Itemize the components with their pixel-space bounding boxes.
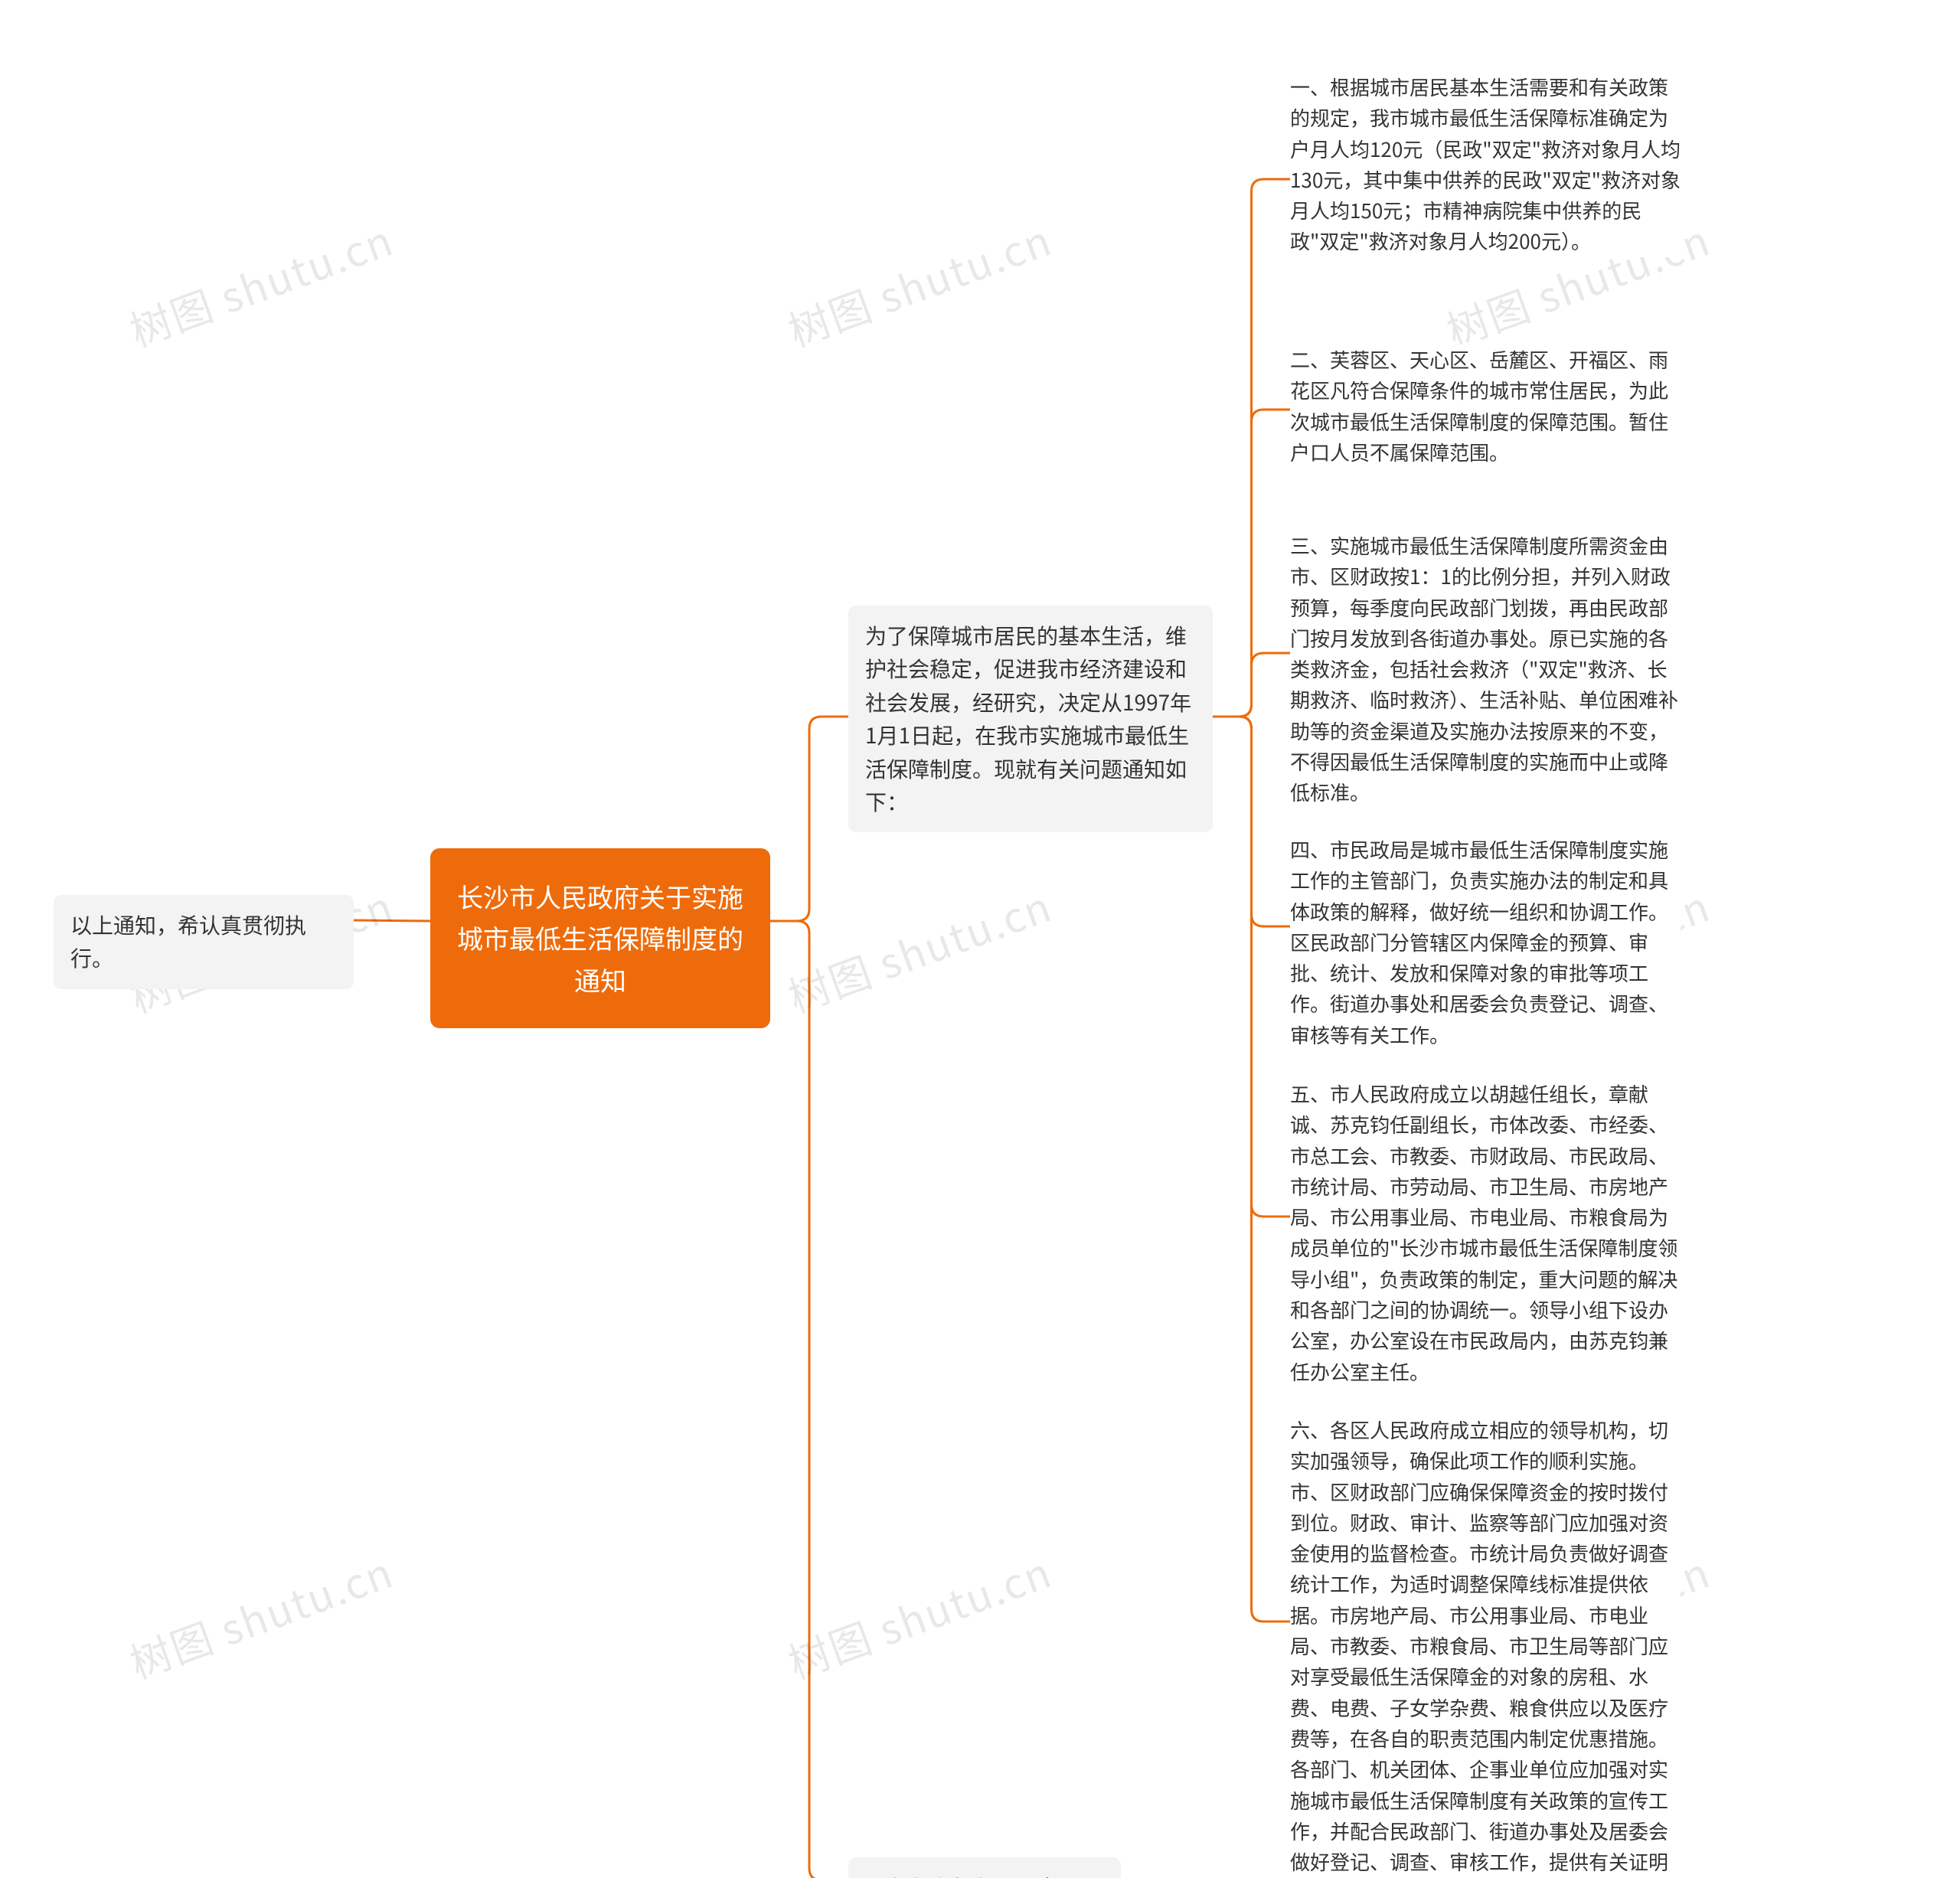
leaf-node: 五、市人民政府成立以胡越任组长，章献诚、苏克钧任副组长，市体改委、市经委、市总工… — [1290, 1079, 1681, 1387]
root-node: 长沙市人民政府关于实施城市最低生活保障制度的通知 — [430, 848, 770, 1028]
leaf-node: 二、芙蓉区、天心区、岳麓区、开福区、雨花区凡符合保障条件的城市常住居民，为此次城… — [1290, 345, 1681, 468]
branch-label: 一九九六年九月二十五日 — [865, 1872, 1101, 1878]
leaf-label: 六、各区人民政府成立相应的领导机构，切实加强领导，确保此项工作的顺利实施。市、区… — [1290, 1416, 1668, 1878]
leaf-label: 一、根据城市居民基本生活需要和有关政策的规定，我市城市最低生活保障标准确定为户月… — [1290, 73, 1681, 255]
leaf-node: 三、实施城市最低生活保障制度所需资金由市、区财政按1：1的比例分担，并列入财政预… — [1290, 531, 1681, 808]
root-label: 长沙市人民政府关于实施城市最低生活保障制度的通知 — [457, 877, 743, 998]
leaf-node: 一、根据城市居民基本生活需要和有关政策的规定，我市城市最低生活保障标准确定为户月… — [1290, 72, 1681, 257]
leaf-node: 六、各区人民政府成立相应的领导机构，切实加强领导，确保此项工作的顺利实施。市、区… — [1290, 1415, 1681, 1878]
leaf-label: 三、实施城市最低生活保障制度所需资金由市、区财政按1：1的比例分担，并列入财政预… — [1290, 531, 1678, 806]
leaf-label: 四、市民政局是城市最低生活保障制度实施工作的主管部门，负责实施办法的制定和具体政… — [1290, 835, 1668, 1049]
leaf-node: 四、市民政局是城市最低生活保障制度实施工作的主管部门，负责实施办法的制定和具体政… — [1290, 834, 1681, 1050]
leaf-label: 五、市人民政府成立以胡越任组长，章献诚、苏克钧任副组长，市体改委、市经委、市总工… — [1290, 1079, 1677, 1386]
branch-node: 为了保障城市居民的基本生活，维护社会稳定，促进我市经济建设和社会发展，经研究，决… — [848, 606, 1213, 832]
watermark: 树图 shutu.cn — [779, 207, 1059, 359]
left-branch-label: 以上通知，希认真贯彻执行。 — [70, 910, 306, 973]
watermark: 树图 shutu.cn — [120, 1540, 400, 1691]
left-branch-node: 以上通知，希认真贯彻执行。 — [54, 895, 354, 989]
watermark: 树图 shutu.cn — [779, 874, 1059, 1025]
leaf-label: 二、芙蓉区、天心区、岳麓区、开福区、雨花区凡符合保障条件的城市常住居民，为此次城… — [1290, 345, 1668, 466]
branch-node: 一九九六年九月二十五日 — [848, 1857, 1121, 1878]
watermark: 树图 shutu.cn — [779, 1540, 1059, 1691]
branch-label: 为了保障城市居民的基本生活，维护社会稳定，促进我市经济建设和社会发展，经研究，决… — [865, 620, 1191, 817]
watermark: 树图 shutu.cn — [120, 207, 400, 359]
